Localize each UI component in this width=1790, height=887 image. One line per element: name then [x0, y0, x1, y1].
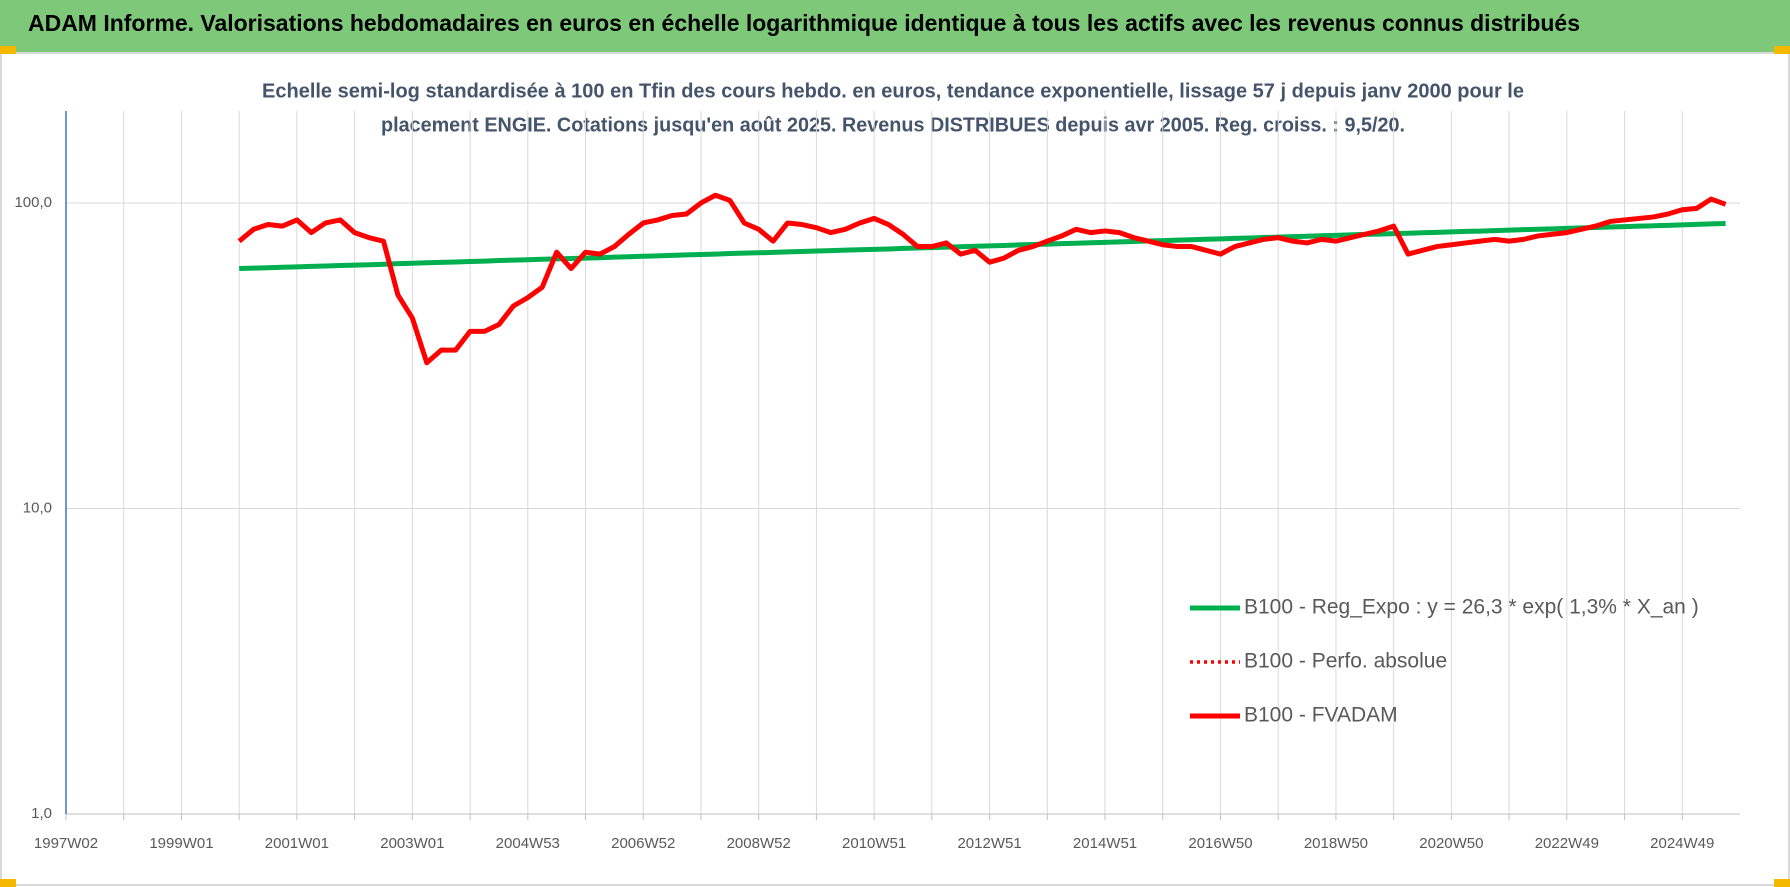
- x-tick-label: 2024W49: [1650, 835, 1714, 852]
- x-tick-label: 1999W01: [149, 835, 213, 852]
- header-bar: [0, 0, 1790, 52]
- x-tick-label: 2004W53: [496, 835, 560, 852]
- chart-subtitle: Echelle semi-log standardisée à 100 en T…: [262, 80, 1524, 102]
- x-tick-label: 2006W52: [611, 835, 675, 852]
- x-tick-label: 2010W51: [842, 835, 906, 852]
- legend-label: B100 - Reg_Expo : y = 26,3 * exp( 1,3% *…: [1244, 596, 1699, 619]
- chart-subtitle: placement ENGIE. Cotations jusqu'en août…: [381, 114, 1405, 136]
- y-tick-label: 100,0: [14, 194, 52, 211]
- chart-title: ADAM Informe. Valorisations hebdomadaire…: [28, 10, 1580, 36]
- series-line: [239, 220, 1726, 272]
- x-tick-label: 1997W02: [34, 835, 98, 852]
- x-tick-label: 2001W01: [265, 835, 329, 852]
- x-tick-label: 2018W50: [1304, 835, 1368, 852]
- corner-mark: [1774, 879, 1790, 887]
- legend-label: B100 - FVADAM: [1244, 704, 1398, 727]
- x-tick-label: 2022W49: [1535, 835, 1599, 852]
- x-tick-label: 2016W50: [1188, 835, 1252, 852]
- corner-mark: [1774, 46, 1790, 54]
- corner-mark: [0, 879, 16, 887]
- y-tick-label: 1,0: [31, 805, 52, 822]
- x-tick-label: 2020W50: [1419, 835, 1483, 852]
- corner-mark: [0, 46, 16, 54]
- x-tick-label: 2008W52: [727, 835, 791, 852]
- series-line: [237, 192, 1727, 366]
- chart-frame: [0, 52, 1790, 886]
- x-tick-label: 2012W51: [957, 835, 1021, 852]
- y-tick-label: 10,0: [23, 499, 52, 516]
- legend-label: B100 - Perfo. absolue: [1244, 650, 1447, 673]
- x-tick-label: 2014W51: [1073, 835, 1137, 852]
- x-tick-label: 2003W01: [380, 835, 444, 852]
